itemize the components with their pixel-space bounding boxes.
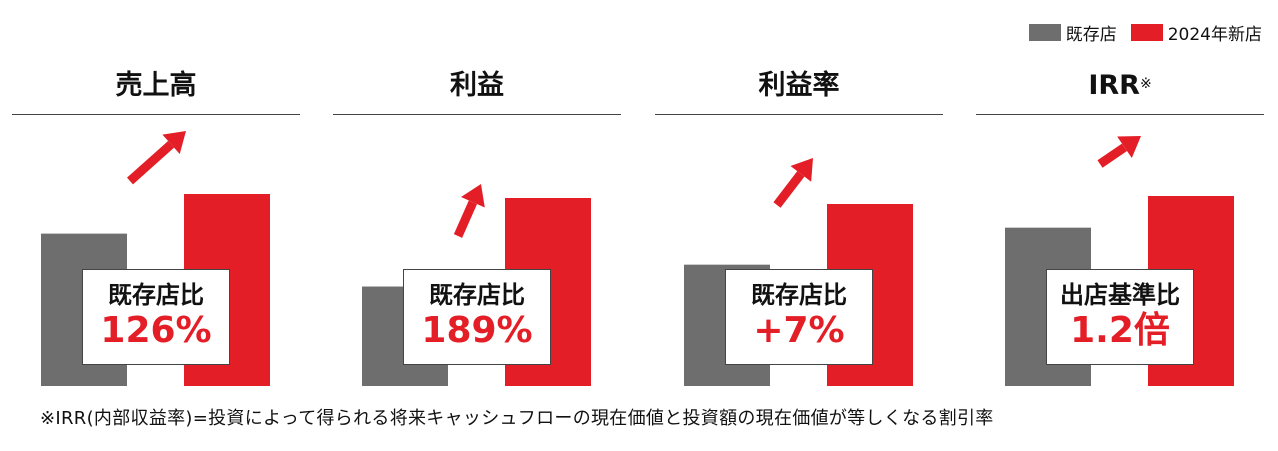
callout-label: 既存店比 — [751, 281, 847, 309]
callout-value: +7% — [753, 310, 845, 351]
panel-title: 利益率 — [655, 66, 943, 106]
increase-arrow-icon — [162, 131, 186, 155]
callout-box: 既存店比 189% — [403, 269, 551, 365]
title-mark: ※ — [1139, 76, 1152, 92]
increase-arrow-shaft — [773, 171, 805, 208]
panel-title: 売上高 — [12, 66, 300, 106]
chart-panel-margin: 利益率 既存店比 +7% — [655, 66, 943, 386]
legend: 既存店 2024年新店 — [1028, 20, 1262, 45]
panel-title-text: IRR — [1088, 70, 1140, 101]
chart-panel-sales: 売上高 既存店比 126% — [12, 66, 300, 386]
legend-item-new: 2024年新店 — [1130, 20, 1262, 45]
increase-arrow-icon — [790, 158, 813, 182]
increase-arrow-shaft — [127, 140, 175, 185]
callout-label: 既存店比 — [108, 281, 204, 309]
footnote: ※IRR(内部収益率)=投資によって得られる将来キャッシュフローの現在価値と投資… — [40, 408, 994, 429]
increase-arrow-shaft — [1097, 143, 1128, 168]
panel-title-text: 売上高 — [115, 70, 197, 101]
increase-arrow-icon — [1117, 136, 1141, 159]
increase-arrow-icon — [461, 184, 485, 208]
chart-panel-irr: IRR※ 出店基準比 1.2倍 — [976, 66, 1264, 386]
title-rule — [976, 114, 1264, 115]
callout-label: 既存店比 — [429, 281, 525, 309]
legend-swatch-existing — [1028, 24, 1061, 41]
panel-title: 利益 — [333, 66, 621, 106]
callout-value: 126% — [100, 310, 212, 351]
panel-title-text: 利益率 — [758, 70, 840, 101]
legend-item-existing: 既存店 — [1028, 20, 1117, 45]
callout-value: 189% — [421, 310, 533, 351]
callout-box: 既存店比 126% — [82, 269, 230, 365]
title-rule — [333, 114, 621, 115]
legend-swatch-new — [1130, 24, 1163, 41]
title-rule — [12, 114, 300, 115]
increase-arrow-shaft — [453, 200, 478, 238]
title-rule — [655, 114, 943, 115]
legend-label-new: 2024年新店 — [1167, 25, 1262, 45]
legend-label-existing: 既存店 — [1065, 25, 1117, 45]
callout-box: 出店基準比 1.2倍 — [1046, 269, 1194, 365]
callout-box: 既存店比 +7% — [725, 269, 873, 365]
panel-title: IRR※ — [976, 66, 1264, 106]
callout-label: 出店基準比 — [1060, 281, 1180, 309]
panel-title-text: 利益 — [450, 70, 504, 101]
chart-panel-profit: 利益 既存店比 189% — [333, 66, 621, 386]
callout-value: 1.2倍 — [1070, 310, 1170, 351]
